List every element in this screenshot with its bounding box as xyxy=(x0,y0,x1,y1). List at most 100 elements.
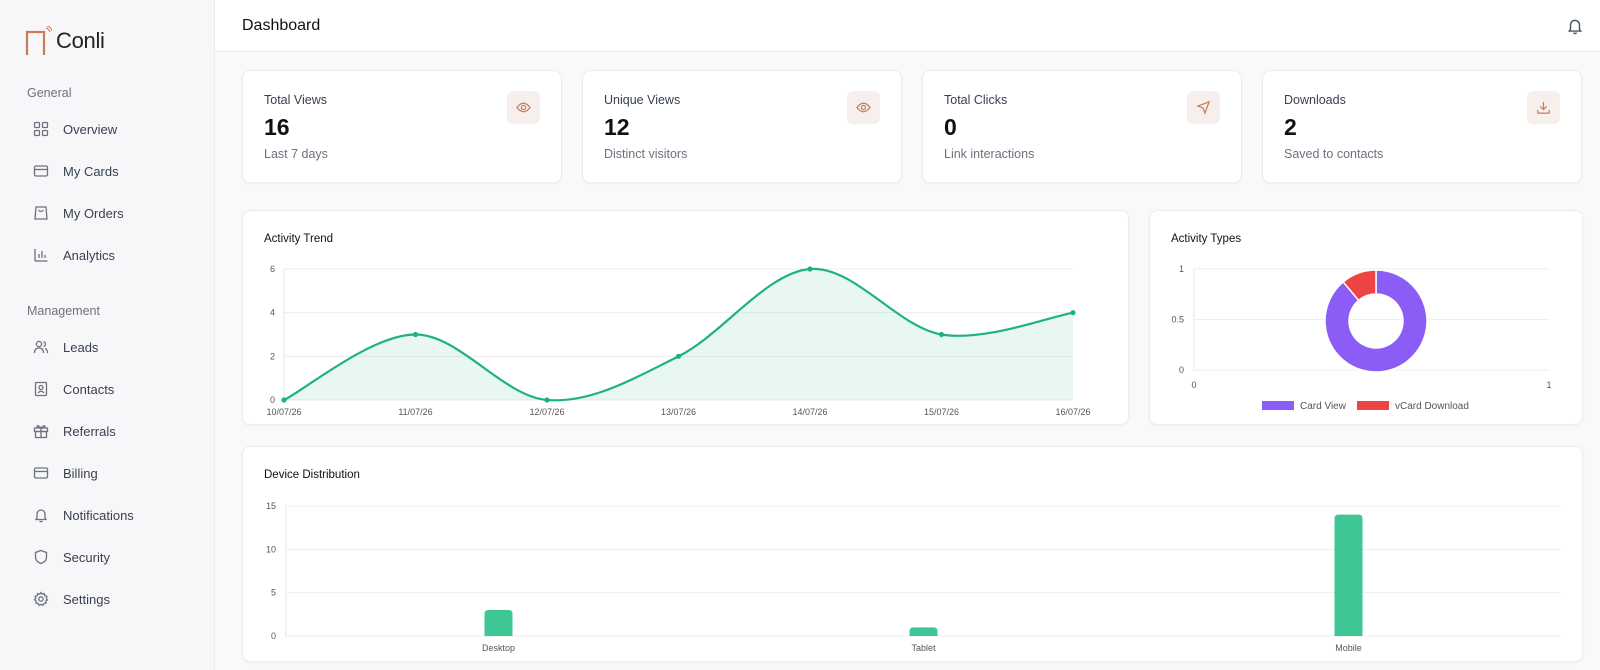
gift-icon xyxy=(33,423,49,439)
eye-icon xyxy=(847,91,880,124)
brand-name: Conli xyxy=(56,28,105,53)
card-icon xyxy=(33,163,49,179)
bag-icon xyxy=(33,205,49,221)
stat-value: 16 xyxy=(264,114,290,140)
stat-value: 2 xyxy=(1284,114,1297,140)
x-tick-label: Desktop xyxy=(482,643,515,653)
stat-title: Total Views xyxy=(264,93,327,107)
sidebar-item-label: My Orders xyxy=(63,205,124,221)
x-tick-label: 1 xyxy=(1546,380,1551,390)
chart-title: Activity Types xyxy=(1171,233,1242,245)
sidebar-item-my-orders[interactable]: My Orders xyxy=(26,197,198,229)
eye-icon xyxy=(507,91,540,124)
stat-subtitle: Link interactions xyxy=(944,147,1035,161)
sidebar-item-label: My Cards xyxy=(63,163,119,179)
stat-card-total-views: Total Views 16 Last 7 days xyxy=(242,70,562,183)
x-tick-label: Mobile xyxy=(1335,643,1362,653)
sidebar-item-label: Notifications xyxy=(63,507,134,523)
activity-types-card: Activity Types 1 0.5 0 0 1 Card View vCard Dow… xyxy=(1149,210,1583,425)
data-point xyxy=(412,331,419,338)
pie-slice xyxy=(1342,269,1377,302)
y-tick-label: 5 xyxy=(271,588,276,598)
y-tick-label: 10 xyxy=(266,544,276,554)
x-tick-label: 10/07/26 xyxy=(266,407,301,417)
stat-value: 0 xyxy=(944,114,957,140)
y-tick-label: 0.5 xyxy=(1171,315,1184,325)
stat-value: 12 xyxy=(604,114,630,140)
sidebar-item-label: Overview xyxy=(63,121,118,137)
sidebar-item-label: Leads xyxy=(63,339,99,355)
sidebar-item-my-cards[interactable]: My Cards xyxy=(26,155,198,187)
sidebar: Conli General Overview My Cards My Order… xyxy=(0,0,215,670)
sidebar-item-leads[interactable]: Leads xyxy=(26,331,198,363)
stat-title: Total Clicks xyxy=(944,93,1008,107)
sidebar-item-referrals[interactable]: Referrals xyxy=(26,415,198,447)
sidebar-item-security[interactable]: Security xyxy=(26,541,198,573)
brand[interactable]: Conli xyxy=(24,26,105,56)
device-distribution-chart: 0 5 10 15 Desktop Tablet Mobile xyxy=(266,501,1561,653)
x-tick-label: 11/07/26 xyxy=(398,407,432,417)
stat-title: Unique Views xyxy=(604,93,681,107)
y-tick-label: 0 xyxy=(271,631,276,641)
sidebar-item-label: Contacts xyxy=(63,381,115,397)
nav-section-general: General xyxy=(27,86,72,100)
y-tick-label: 2 xyxy=(270,351,275,361)
activity-types-chart: 1 0.5 00 1 Card View vCard Download xyxy=(1171,264,1551,412)
data-point xyxy=(938,331,945,338)
stat-subtitle: Last 7 days xyxy=(264,147,328,161)
bar-chart-icon xyxy=(33,247,49,263)
gear-icon xyxy=(33,591,49,607)
bell-icon[interactable] xyxy=(1566,17,1584,35)
activity-trend-chart: 0 2 4 6 10/07/26 11/07/26 12/07/26 13/07/26 14/0… xyxy=(266,264,1090,417)
page-title: Dashboard xyxy=(242,17,321,34)
stat-title: Downloads xyxy=(1284,93,1346,107)
y-tick-label: 15 xyxy=(266,501,276,511)
area-fill xyxy=(284,268,1073,401)
y-tick-label: 0 xyxy=(270,395,275,405)
sidebar-item-analytics[interactable]: Analytics xyxy=(26,239,198,271)
data-point xyxy=(544,397,550,403)
data-point xyxy=(675,353,682,359)
pie-slice xyxy=(1324,269,1428,373)
sidebar-item-label: Billing xyxy=(63,465,98,481)
y-tick-label: 1 xyxy=(1179,264,1184,274)
top-header: Dashboard xyxy=(215,0,1600,52)
card-icon xyxy=(33,465,49,481)
grid-icon xyxy=(33,121,49,137)
y-tick-label: 0 xyxy=(1179,365,1184,375)
y-tick-label: 4 xyxy=(270,308,275,318)
activity-trend-card: Activity Trend 0 2 4 6 10/07/26 11/07/26 12/07… xyxy=(242,210,1129,425)
stat-card-total-clicks: Total Clicks 0 Link interactions xyxy=(922,70,1242,183)
x-tick-label: 13/07/26 xyxy=(661,407,696,417)
contact-icon xyxy=(33,381,49,397)
bar xyxy=(484,610,513,636)
sidebar-item-contacts[interactable]: Contacts xyxy=(26,373,198,405)
users-icon xyxy=(33,339,49,355)
bar xyxy=(909,627,938,636)
stat-card-unique-views: Unique Views 12 Distinct visitors xyxy=(582,70,902,183)
data-point xyxy=(281,397,287,403)
legend-label: vCard Download xyxy=(1395,401,1469,412)
bar xyxy=(1334,514,1363,636)
shield-icon xyxy=(33,549,49,565)
sidebar-item-label: Analytics xyxy=(63,247,116,263)
cursor-icon xyxy=(1187,91,1220,124)
sidebar-item-overview[interactable]: Overview xyxy=(26,113,198,145)
sidebar-item-notifications[interactable]: Notifications xyxy=(26,499,198,531)
sidebar-item-billing[interactable]: Billing xyxy=(26,457,198,489)
device-distribution-card: Device Distribution 0 5 10 15 Desktop Tablet M… xyxy=(242,446,1583,662)
sidebar-item-settings[interactable]: Settings xyxy=(26,583,198,615)
nav-section-management: Management xyxy=(27,304,100,318)
sidebar-item-label: Security xyxy=(63,549,110,565)
stat-card-downloads: Downloads 2 Saved to contacts xyxy=(1262,70,1582,183)
x-tick-label: 12/07/26 xyxy=(529,407,564,417)
x-tick-label: 0 xyxy=(1191,380,1196,390)
legend-swatch xyxy=(1357,401,1389,410)
sidebar-item-label: Referrals xyxy=(63,423,116,439)
bell-icon xyxy=(33,507,49,523)
x-tick-label: 15/07/26 xyxy=(924,407,959,417)
x-tick-label: 16/07/26 xyxy=(1055,407,1090,417)
stat-subtitle: Saved to contacts xyxy=(1284,147,1384,161)
chart-title: Activity Trend xyxy=(264,233,334,245)
stat-subtitle: Distinct visitors xyxy=(604,147,688,161)
